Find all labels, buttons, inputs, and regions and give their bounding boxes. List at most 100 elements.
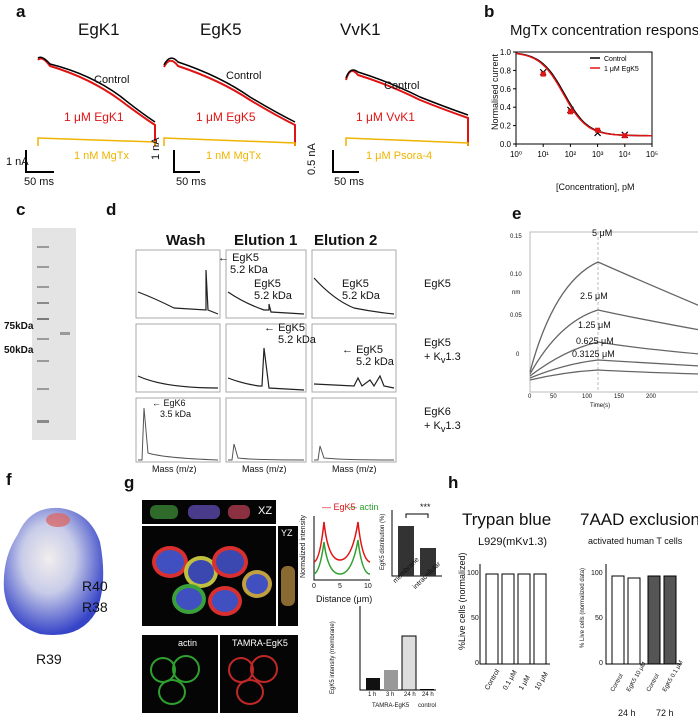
x-tick-label: 10¹ [537,150,549,159]
x-tick: 0 [528,394,532,400]
line-x-tick: 10 [364,583,372,590]
fit-curve [515,52,652,137]
intensity-bar-chart [359,606,436,691]
x-tick-label: 10⁰ [510,150,522,159]
gel-image [32,228,76,440]
tamra-image [220,635,298,713]
h-left-title: Trypan blue [462,510,552,529]
x-tick-label: 10⁴ [619,150,632,159]
y-tick-label: 0.0 [500,140,512,149]
y-tick: 0 [516,352,520,358]
h-group-label: 24 h [618,708,636,718]
concentration-label: 2.5 μM [580,291,608,301]
line-y-label: Normalized intensity [300,514,307,578]
yz-image [278,526,298,626]
x-tick-label: 10³ [592,150,604,159]
bar2-category: 24 h [422,692,434,698]
scale-x-label: 50 ms [334,176,364,188]
marker-label: 50kDa [4,345,34,356]
marker-label: 75kDa [4,321,34,332]
line-x-tick: 5 [338,583,342,590]
legend-egk5: — EgK5 [322,502,356,512]
panel-letter-h: h [448,473,459,492]
yz-label: YZ [281,528,293,538]
concentration-label: 0.3125 μM [572,349,615,359]
scale-y-label: 1 nA [6,156,29,168]
concentration-label: 1.25 μM [578,320,611,330]
actin-image [142,635,218,713]
scale-x-label: 50 ms [24,176,54,188]
significance-label: *** [420,502,431,512]
distribution-bar-chart [391,510,442,577]
scale-y-label: 0.5 nA [306,143,318,175]
x-tick: 200 [646,394,657,400]
peak-annotation: ← EgK5 [264,322,305,334]
row-label: EgK5 + Kv1.3 [424,337,461,366]
y-tick-label: 0.8 [500,66,512,75]
y-tick-label: 0.4 [500,103,512,112]
panel-letter-e: e [512,204,522,223]
peptide-label: 1 μM EgK5 [196,110,256,124]
intensity-line-profile [313,516,371,581]
peak-mass: 5.2 kDa [254,290,292,302]
blocker-label: 1 nM MgTx [206,150,262,162]
y-tick: 50 [595,615,603,622]
y-tick-label: 0.2 [500,122,512,131]
data-point [540,71,546,77]
peak-mass: 5.2 kDa [342,290,380,302]
electrostatic-surface [3,507,104,636]
trace-title: VvK1 [340,20,381,39]
column-header: Wash [166,232,206,249]
control-label: Control [226,70,262,82]
y-tick: 0.05 [510,313,522,319]
panel-letter-f: f [6,470,12,489]
y-tick: 50 [471,615,479,622]
x-axis-label: Mass (m/z) [332,464,377,474]
residue-label: R38 [82,599,108,615]
blocker-label: 1 μM Psora-4 [366,150,433,162]
x-tick: 50 [550,394,557,400]
control-label: Control [384,80,420,92]
y-tick: 0.15 [510,234,522,240]
y-tick: 0 [599,660,603,667]
y-tick: 100 [467,570,479,577]
y-tick: 0 [475,660,479,667]
x-tick: 150 [614,394,625,400]
peak-annotation: EgK5 [254,278,281,290]
h-left-sub: L929(mKv1.3) [478,536,548,548]
scale-x-label: 50 ms [176,176,206,188]
panel-letter-b: b [484,2,495,21]
h-left-y-label: %Live cells (normalized) [457,552,467,650]
bar2-category: 1 h [368,692,377,698]
peak-annotation: ← EgK6 [152,398,186,408]
control-label: Control [94,74,130,86]
y-tick: 0.10 [510,272,522,278]
chart-title: MgTx concentration response [510,22,698,39]
panel-letter-d: d [106,200,117,219]
x-axis-label: Mass (m/z) [152,464,197,474]
legend-actin: — actin [348,502,379,512]
bar2-category: 24 h [404,692,416,698]
h-right-title: 7AAD exclusion [580,510,698,529]
y-axis-label: nm [512,290,521,296]
panel-letter-a: a [16,2,26,21]
y-axis-label: Normalised current [490,53,500,130]
h-right-y-label: % Live cells (normalized data) [580,567,586,648]
peak-mass: 5.2 kDa [278,334,316,346]
trace-title: EgK5 [200,20,242,39]
line-x-tick: 0 [312,583,316,590]
bar2-y-label: EgK5 intensity (membrane) [330,621,336,694]
y-tick-label: 1.0 [500,48,512,57]
scale-y-label: 1 nA [150,137,162,160]
data-point [622,133,628,139]
peak-annotation: ← EgK5 [218,252,259,264]
h-right-sub: activated human T cells [588,536,683,546]
peptide-label: 1 μM VvK1 [356,110,415,124]
plot-frame [515,51,653,145]
tamra-label: TAMRA-EgK5 [232,638,288,648]
y-tick-label: 0.6 [500,85,512,94]
row-label: EgK6 + Kv1.3 [424,406,461,435]
concentration-label: 5 μM [592,228,613,238]
data-point [567,109,573,115]
bar2-control: control [418,703,437,709]
